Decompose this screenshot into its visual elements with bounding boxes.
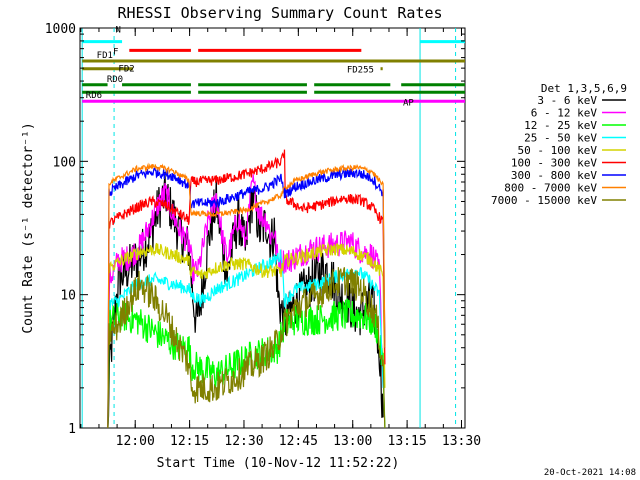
series-line-2 [107, 297, 386, 429]
x-tick-label-0: 12:00 [116, 434, 155, 449]
data-series [107, 149, 386, 429]
legend-label-4: 50 - 100 keV [518, 144, 598, 157]
series-line-1 [107, 174, 384, 429]
series-line-0 [107, 172, 384, 429]
legend-title: Det 1,3,5,6,9 [541, 82, 627, 95]
series-line-6 [107, 166, 386, 429]
y-tick-label-2: 100 [53, 155, 76, 170]
legend-label-5: 100 - 300 keV [511, 157, 597, 170]
x-axis-label: Start Time (10-Nov-12 11:52:22) [157, 456, 400, 471]
timestamp: 20-Oct-2021 14:08 [544, 468, 636, 478]
x-tick-label-5: 13:15 [388, 434, 427, 449]
x-tick-label-2: 12:30 [224, 434, 263, 449]
legend-label-2: 12 - 25 keV [524, 119, 597, 132]
y-axis-label: Count Rate (s⁻¹ detector⁻¹) [21, 122, 36, 333]
flag-label-fd2: FD2 [118, 65, 134, 75]
legend-label-6: 300 - 800 keV [511, 169, 597, 182]
series-line-3 [107, 249, 384, 429]
y-tick-label-3: 1000 [45, 22, 76, 37]
flag-label-n: N [116, 26, 121, 36]
legend-label-0: 3 - 6 keV [537, 94, 597, 107]
chart-title: RHESSI Observing Summary Count Rates [117, 4, 442, 22]
flag-label-fd1: FD1 [97, 51, 113, 61]
legend-label-3: 25 - 50 keV [524, 132, 597, 145]
legend-label-8: 7000 - 15000 keV [491, 194, 597, 207]
y-axis-ticks: 1 10 100 1000 [45, 22, 465, 437]
y-tick-label-0: 1 [68, 422, 76, 437]
flag-label-rd6: RD6 [86, 91, 102, 101]
series-line-7 [107, 162, 386, 429]
vertical-markers [81, 28, 457, 428]
x-axis-ticks: 12:00 12:15 12:30 12:45 13:00 13:15 13:30 [80, 28, 481, 449]
flag-label-fd255: FD255 [347, 66, 374, 76]
series-line-4 [107, 241, 386, 429]
x-tick-label-3: 12:45 [279, 434, 318, 449]
legend-label-7: 800 - 7000 keV [504, 182, 597, 195]
series-line-5 [107, 149, 386, 429]
y-tick-label-1: 10 [60, 289, 76, 304]
legend-label-1: 6 - 12 keV [531, 107, 598, 120]
x-tick-label-4: 13:00 [333, 434, 372, 449]
flag-label-ap: AP [403, 98, 414, 108]
x-tick-label-1: 12:15 [170, 434, 209, 449]
series-line-8 [107, 267, 386, 429]
x-tick-label-6: 13:30 [442, 434, 481, 449]
flag-label-f: F [113, 47, 118, 57]
flag-label-rd0: RD0 [107, 75, 123, 85]
plot-frame [79, 27, 466, 429]
